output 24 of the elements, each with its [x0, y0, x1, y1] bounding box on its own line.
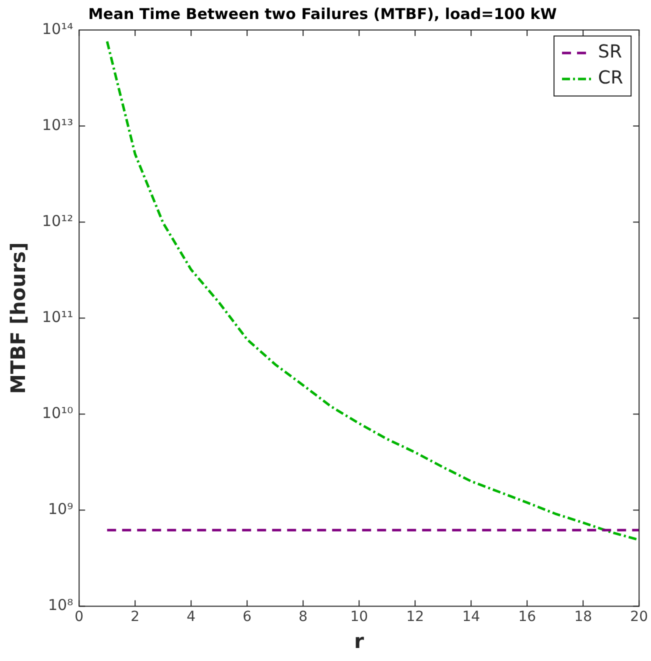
- x-tick-label: 18: [574, 609, 592, 626]
- x-tick-label: 4: [186, 609, 196, 626]
- y-tick-label: 10¹⁴: [42, 20, 74, 38]
- x-tick-label: 8: [298, 609, 308, 626]
- y-tick-label: 10⁸: [48, 596, 74, 614]
- line-series: [106, 40, 640, 542]
- x-tick-label: 10: [350, 609, 368, 626]
- y-tick-label: 10¹¹: [42, 308, 74, 326]
- y-tick-label: 10¹⁰: [42, 404, 74, 422]
- y-tick-label: 10¹³: [42, 116, 74, 134]
- chart-title: Mean Time Between two Failures (MTBF), load=100 kW: [88, 4, 558, 23]
- x-tick-label: 2: [130, 609, 140, 626]
- legend-label: SR: [598, 42, 622, 63]
- y-axis-title: MTBF [hours]: [6, 242, 30, 394]
- y-tick-label: 10¹²: [42, 212, 74, 230]
- x-axis-title: r: [354, 629, 364, 654]
- y-tick-label: 10⁹: [48, 500, 74, 518]
- x-tick-label: 12: [406, 609, 424, 626]
- x-tick-label: 6: [242, 609, 252, 626]
- x-tick-label: 16: [518, 609, 536, 626]
- x-tick-label: 14: [462, 609, 480, 626]
- x-tick-label: 20: [630, 609, 648, 626]
- legend-label: CR: [598, 68, 624, 89]
- x-tick-label: 0: [74, 609, 84, 626]
